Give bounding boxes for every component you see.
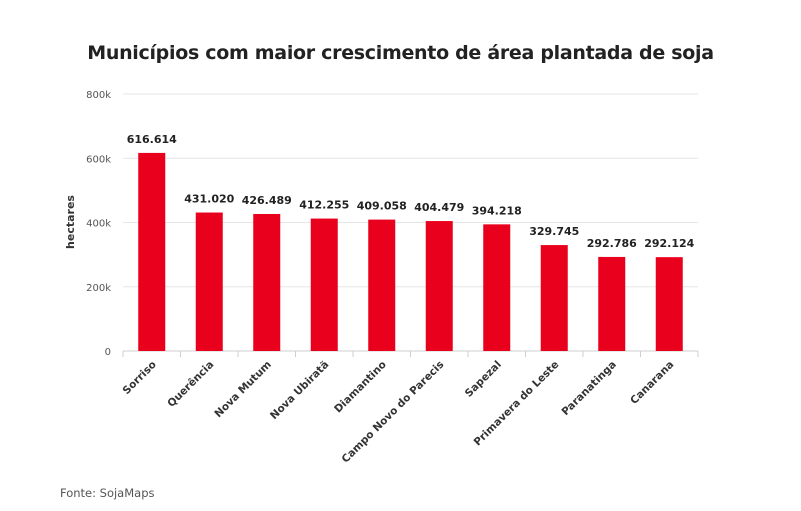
data-label: 616.614 (127, 133, 177, 146)
bar (483, 224, 511, 351)
data-label: 394.218 (472, 204, 522, 217)
source-note: Fonte: SojaMaps (60, 486, 155, 500)
bar (310, 218, 338, 351)
chart-title: Municípios com maior crescimento de área… (87, 42, 714, 64)
data-label: 409.058 (357, 200, 407, 213)
data-label: 431.020 (184, 193, 234, 206)
x-tick-label: Querência (165, 359, 216, 410)
data-label: 292.786 (587, 237, 637, 250)
bar (253, 213, 281, 351)
y-tick-label: 200k (86, 283, 111, 294)
x-tick-label: Nova Ubiratã (268, 359, 331, 422)
x-tick-label: Paranatinga (559, 359, 618, 418)
bars (138, 152, 683, 351)
bar (598, 256, 626, 351)
data-label: 292.124 (644, 237, 694, 250)
data-label: 329.745 (529, 225, 579, 238)
x-tick-label: Campo Novo do Parecis (340, 359, 447, 466)
data-label: 412.255 (299, 199, 349, 212)
y-tick-label: 600k (86, 154, 111, 165)
y-tick-label: 800k (86, 90, 111, 101)
bar (655, 257, 683, 351)
y-axis-label: hectares (64, 195, 77, 249)
data-label: 426.489 (242, 194, 292, 207)
data-label: 404.479 (414, 201, 464, 214)
bar (540, 245, 568, 351)
bar (138, 152, 166, 351)
x-tick-label: Sorriso (121, 359, 159, 397)
y-tick-label: 0 (105, 347, 111, 358)
x-tick-label: Sapezal (463, 359, 504, 400)
y-axis-ticks: 0 200k 400k 600k 800k (86, 90, 111, 358)
bar (425, 221, 453, 351)
bar (195, 212, 223, 351)
x-tick-label: Diamantino (332, 359, 389, 416)
y-tick-label: 400k (86, 219, 111, 230)
bar-chart: 0 200k 400k 600k 800k 616.614 431.020 426.489 4… (64, 90, 699, 466)
x-tick-label: Nova Mutum (212, 359, 274, 421)
data-labels: 616.614 431.020 426.489 412.255 409.058 404.4… (127, 133, 695, 250)
bar (368, 219, 396, 351)
x-tick-label: Canarana (628, 359, 676, 407)
